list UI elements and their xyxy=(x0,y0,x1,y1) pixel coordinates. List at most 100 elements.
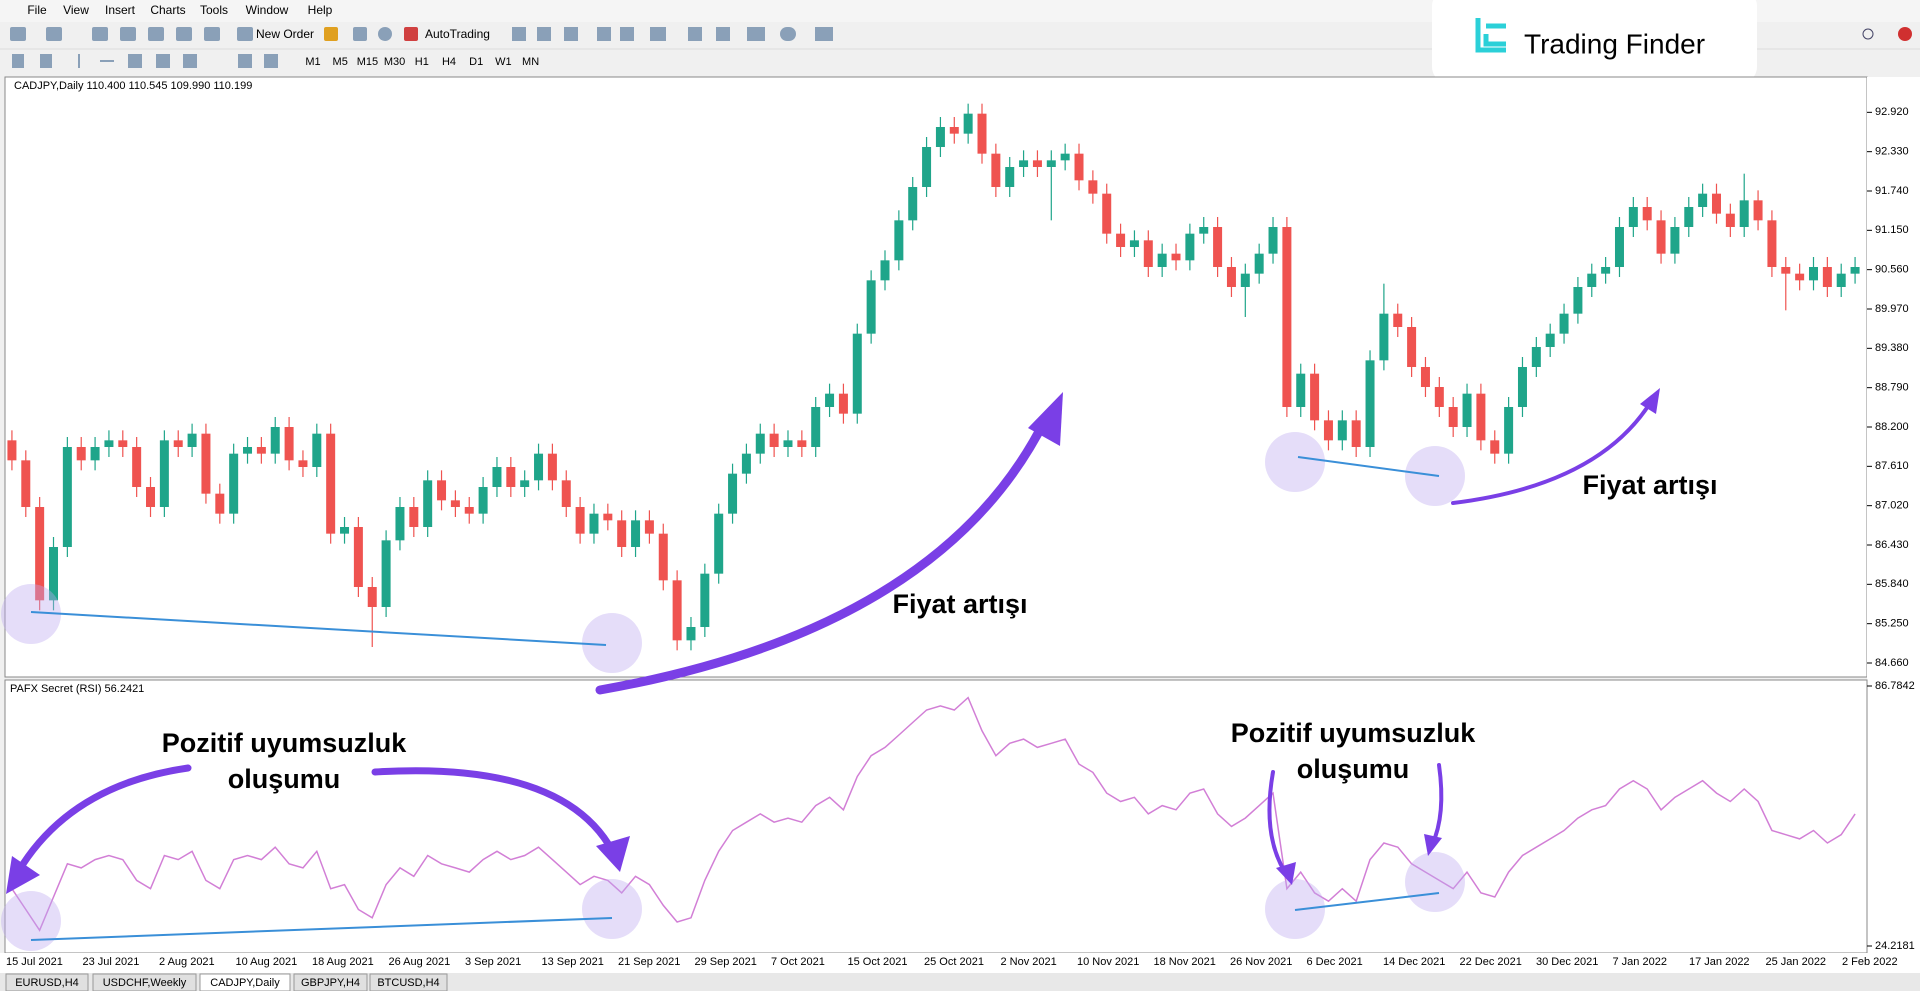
highlight-circle xyxy=(1405,852,1465,912)
timeframe-button[interactable]: MN xyxy=(522,56,539,68)
menu-item[interactable]: View xyxy=(63,3,89,17)
candle-body xyxy=(1531,347,1541,367)
arrow xyxy=(595,415,1050,695)
candle-body xyxy=(229,453,239,514)
timeframe-button[interactable]: M15 xyxy=(357,56,378,68)
candle-body xyxy=(1739,200,1749,227)
candle-body xyxy=(631,520,641,547)
candle-body xyxy=(1199,227,1209,234)
y-tick-label: 84.660 xyxy=(1875,657,1909,669)
icon xyxy=(512,27,526,41)
candle-body xyxy=(1573,287,1583,314)
candle-body xyxy=(367,587,377,607)
tab-label[interactable]: BTCUSD,H4 xyxy=(377,977,439,989)
candle-body xyxy=(1795,273,1805,281)
candle-body xyxy=(395,507,405,541)
x-tick-label: 13 Sep 2021 xyxy=(542,956,604,968)
candle-body xyxy=(215,493,225,514)
icon xyxy=(12,54,24,68)
tab-label[interactable]: CADJPY,Daily xyxy=(210,977,280,989)
highlight-circle xyxy=(582,613,642,673)
x-tick-label: 7 Oct 2021 xyxy=(771,956,825,968)
y-tick-label: 88.790 xyxy=(1875,382,1909,394)
timeframe-button[interactable]: M1 xyxy=(305,56,320,68)
candle-body xyxy=(783,440,793,447)
highlight-circle xyxy=(1,891,61,951)
tab[interactable] xyxy=(369,973,448,991)
candle-body xyxy=(977,113,987,154)
x-tick-label: 3 Sep 2021 xyxy=(465,956,521,968)
tab[interactable] xyxy=(199,973,291,991)
annotation: Fiyat artışı xyxy=(1582,470,1717,500)
candle-body xyxy=(132,447,142,487)
candle-body xyxy=(1504,407,1514,454)
candle-body xyxy=(603,513,613,521)
menu-item[interactable]: Help xyxy=(308,3,333,17)
x-tick-label: 30 Dec 2021 xyxy=(1536,956,1598,968)
menu-item[interactable]: Window xyxy=(246,3,289,17)
candle-body xyxy=(1462,393,1472,427)
icon xyxy=(176,27,192,41)
candle-body xyxy=(1268,227,1278,254)
x-tick-label: 22 Dec 2021 xyxy=(1460,956,1522,968)
icon xyxy=(378,27,392,41)
price-axis xyxy=(1867,77,1920,953)
icon xyxy=(620,27,634,41)
candle-body xyxy=(672,580,682,641)
timeframe-button[interactable]: H1 xyxy=(415,56,429,68)
tab-label[interactable]: USDCHF,Weekly xyxy=(103,977,187,989)
notification-icon[interactable] xyxy=(1898,27,1912,41)
annotation: Fiyat artışı xyxy=(892,589,1027,619)
tab[interactable] xyxy=(5,973,89,991)
marks xyxy=(7,103,1860,932)
toolbar-button[interactable]: AutoTrading xyxy=(425,27,490,41)
divergence-line xyxy=(1294,892,1440,911)
icon xyxy=(264,54,278,68)
candle-body xyxy=(617,520,627,547)
icon xyxy=(237,27,253,41)
candle-body xyxy=(437,480,447,501)
icon xyxy=(597,27,611,41)
menu-item[interactable]: Insert xyxy=(105,3,136,17)
timeframe-button[interactable]: H4 xyxy=(442,56,456,68)
rsi-line xyxy=(11,696,1856,932)
candle-body xyxy=(1725,213,1735,227)
menu-item[interactable]: Charts xyxy=(150,3,185,17)
candle-body xyxy=(1005,167,1015,187)
logo-text: Trading Finder xyxy=(1524,28,1705,59)
icon xyxy=(564,27,578,41)
x-tick-label: 18 Nov 2021 xyxy=(1154,956,1216,968)
timeframe-button[interactable]: M5 xyxy=(333,56,348,68)
tab[interactable] xyxy=(293,973,368,991)
arrow-heads xyxy=(6,388,1660,894)
candle-body xyxy=(644,520,654,534)
candle-body xyxy=(1351,420,1361,447)
x-tick-label: 2 Nov 2021 xyxy=(1001,956,1057,968)
timeframe-button[interactable]: M30 xyxy=(384,56,405,68)
timeframe-button[interactable]: D1 xyxy=(469,56,483,68)
search-icon[interactable] xyxy=(1862,28,1874,40)
annotation: oluşumu xyxy=(228,764,341,794)
timeframe-button[interactable]: W1 xyxy=(495,56,512,68)
icon xyxy=(183,54,197,68)
candle-body xyxy=(201,433,211,494)
annotations: Fiyat artışı Fiyat artışı Pozitif uyumsu… xyxy=(1,388,1718,951)
candle-body xyxy=(700,573,710,627)
toolbar-button[interactable]: New Order xyxy=(256,27,314,41)
candle-body xyxy=(1310,373,1320,421)
arrow-head xyxy=(1640,388,1660,414)
x-tick-label: 18 Aug 2021 xyxy=(312,956,374,968)
candle-body xyxy=(1614,227,1624,267)
tab[interactable] xyxy=(92,973,197,991)
candle-body xyxy=(7,440,17,461)
menu-item[interactable]: Tools xyxy=(200,3,228,17)
candle-body xyxy=(76,447,86,461)
highlight-circle xyxy=(1265,432,1325,492)
tab-label[interactable]: EURUSD,H4 xyxy=(15,977,79,989)
x-tick-label: 10 Nov 2021 xyxy=(1077,956,1139,968)
candle-body xyxy=(1116,233,1126,247)
logo-background xyxy=(1432,0,1757,83)
tab-label[interactable]: GBPJPY,H4 xyxy=(301,977,360,989)
rsi-panel xyxy=(4,679,1868,954)
menu-item[interactable]: File xyxy=(27,3,47,17)
